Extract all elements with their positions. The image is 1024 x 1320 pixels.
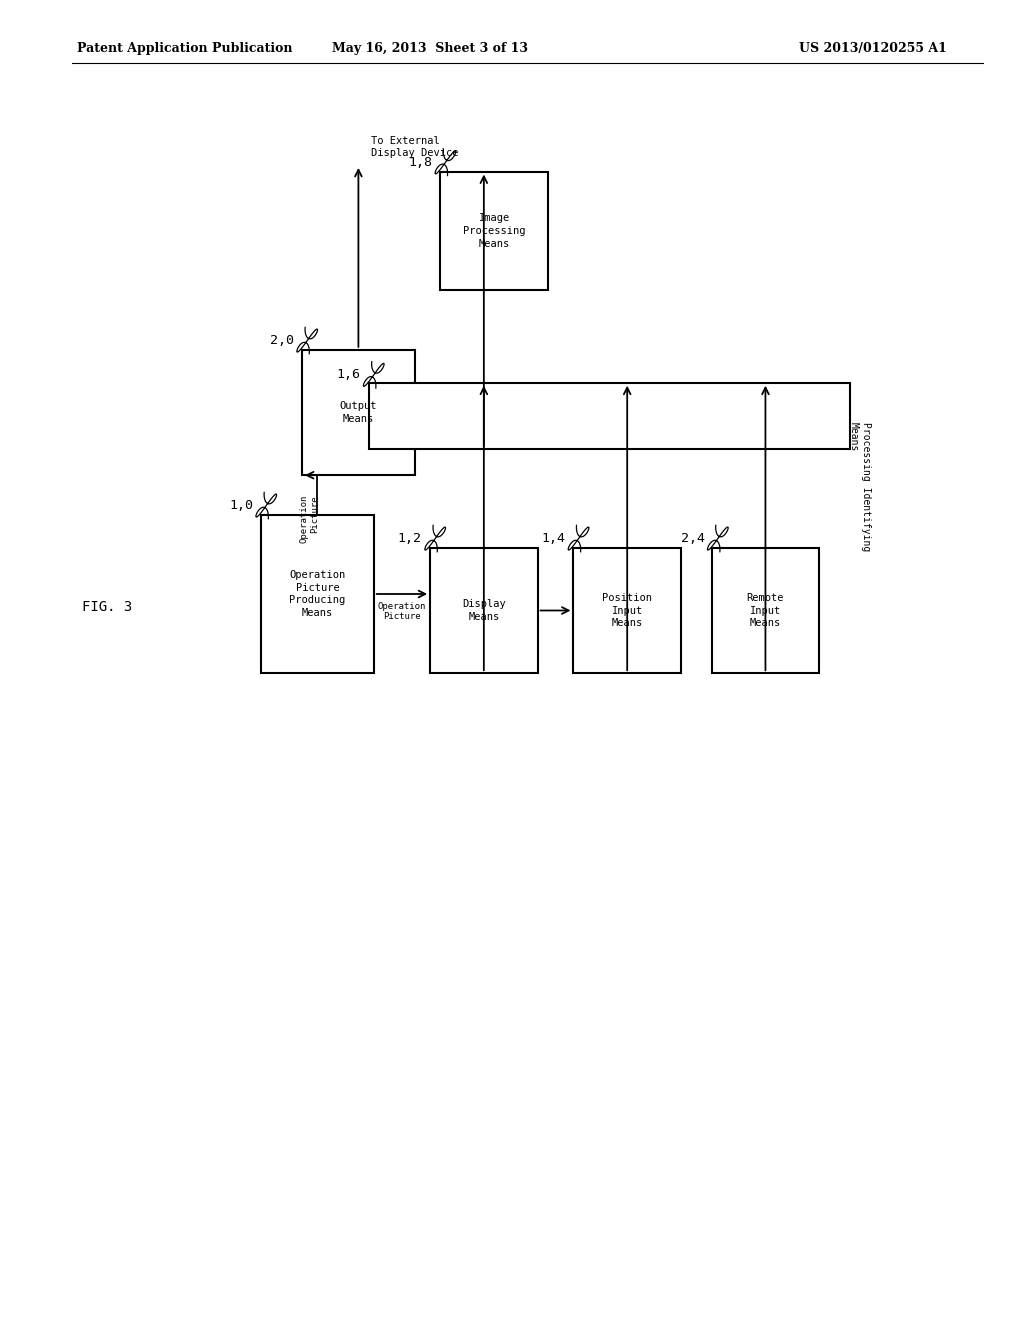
Text: Operation
Picture: Operation Picture — [300, 495, 318, 544]
Bar — [369, 383, 850, 449]
Text: 1,8: 1,8 — [409, 156, 432, 169]
Text: Image
Processing
Means: Image Processing Means — [463, 214, 525, 248]
Bar — [430, 548, 538, 673]
Text: To External
Display Device: To External Display Device — [371, 136, 458, 158]
Bar — [440, 172, 548, 290]
Text: 2,0: 2,0 — [270, 334, 294, 347]
Text: 1,6: 1,6 — [337, 368, 360, 381]
Bar — [302, 350, 415, 475]
Text: Remote
Input
Means: Remote Input Means — [746, 593, 784, 628]
Text: 1,2: 1,2 — [398, 532, 422, 545]
Text: 1,0: 1,0 — [229, 499, 253, 512]
Text: Position
Input
Means: Position Input Means — [602, 593, 652, 628]
Text: Operation
Picture
Producing
Means: Operation Picture Producing Means — [290, 570, 345, 618]
Bar — [261, 515, 374, 673]
Bar — [573, 548, 681, 673]
Text: US 2013/0120255 A1: US 2013/0120255 A1 — [799, 42, 946, 55]
Text: FIG. 3: FIG. 3 — [82, 601, 132, 614]
Text: 1,4: 1,4 — [542, 532, 565, 545]
Text: Display
Means: Display Means — [462, 599, 506, 622]
Text: Patent Application Publication: Patent Application Publication — [77, 42, 292, 55]
Text: May 16, 2013  Sheet 3 of 13: May 16, 2013 Sheet 3 of 13 — [332, 42, 528, 55]
Text: Operation
Picture: Operation Picture — [378, 602, 426, 622]
Text: 2,4: 2,4 — [681, 532, 705, 545]
Bar — [712, 548, 819, 673]
Text: Processing Identifying
Means: Processing Identifying Means — [849, 422, 871, 552]
Text: Output
Means: Output Means — [340, 401, 377, 424]
